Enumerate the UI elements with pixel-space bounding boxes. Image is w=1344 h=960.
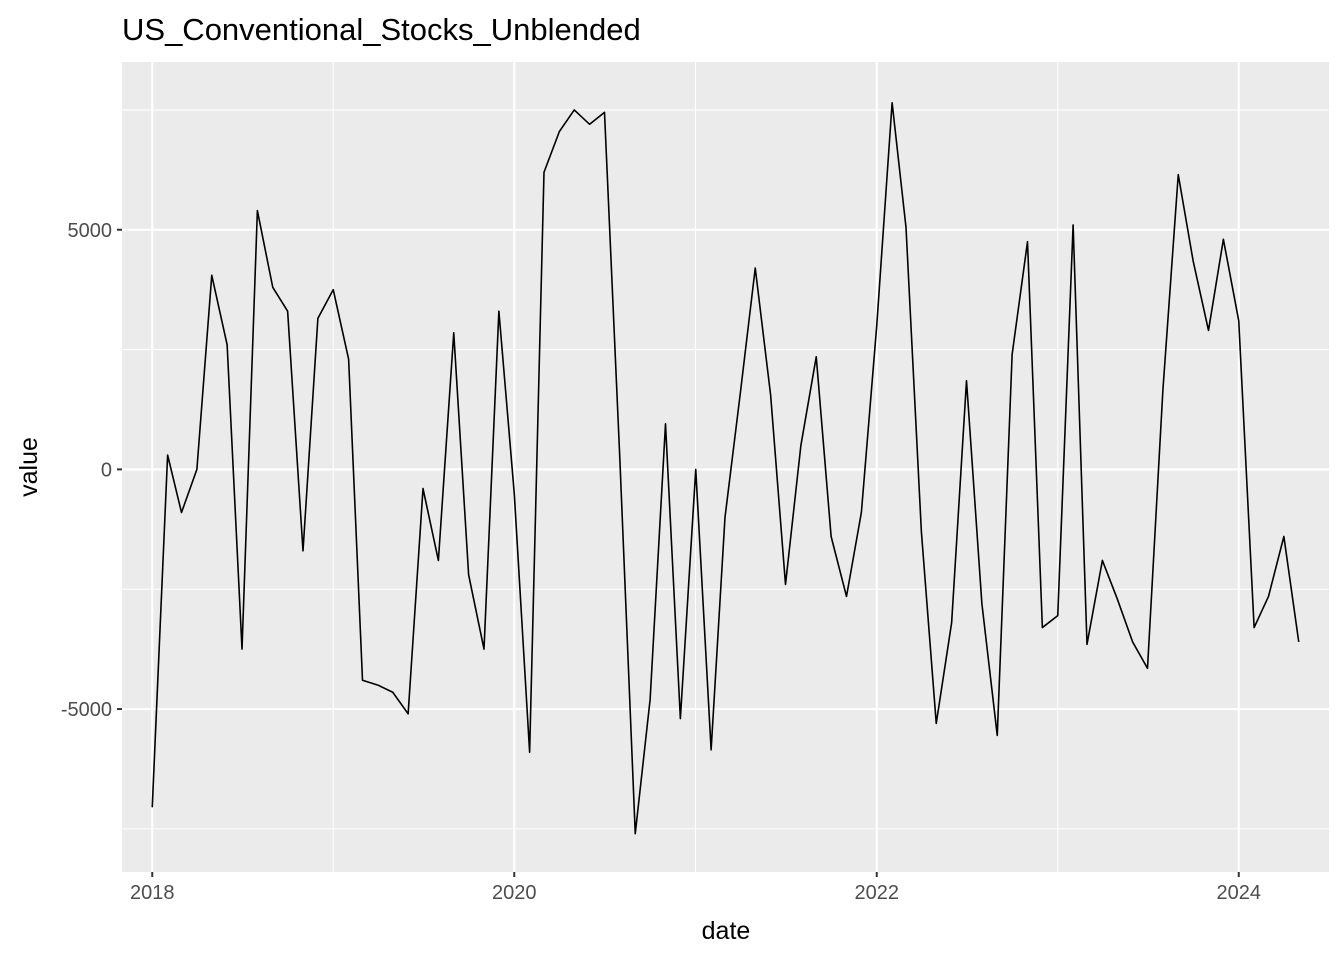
grid-major: [122, 62, 1329, 872]
y-axis: -5000 0 5000: [61, 220, 122, 721]
x-tick-label: 2024: [1216, 882, 1261, 904]
y-tick-label: -5000: [61, 699, 112, 721]
y-tick-label: 5000: [68, 220, 113, 242]
x-axis: 2018 2020 2022 2024: [130, 872, 1261, 904]
x-tick-label: 2018: [130, 882, 175, 904]
series-line: [151, 101, 1300, 835]
x-axis-title: date: [702, 917, 751, 945]
plot-panel: [122, 62, 1329, 872]
chart-title: US_Conventional_Stocks_Unblended: [122, 12, 641, 47]
x-tick-label: 2020: [492, 882, 537, 904]
x-tick-label: 2022: [854, 882, 899, 904]
y-tick-label: 0: [101, 459, 112, 481]
y-axis-title: value: [15, 437, 43, 497]
grid-minor: [122, 62, 1329, 872]
